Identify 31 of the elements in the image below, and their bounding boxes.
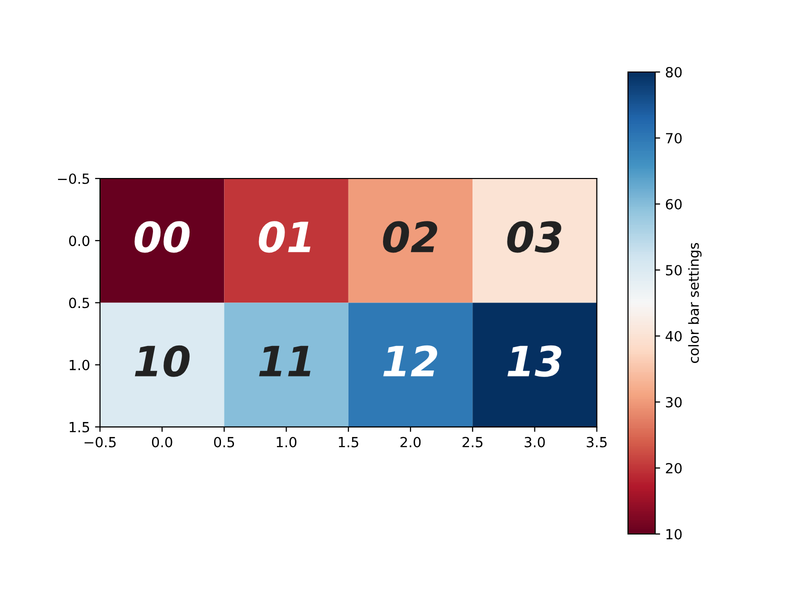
- color-bar-title: color bar settings: [688, 242, 702, 363]
- color-bar-label: 30: [666, 396, 682, 408]
- x-tick-label: 2.5: [462, 436, 482, 448]
- x-tick-label: 0.0: [152, 436, 172, 448]
- color-bar-label: 70: [666, 132, 682, 144]
- color-bar-label: 60: [666, 198, 682, 210]
- y-tick-label: 0.5: [69, 298, 90, 308]
- color-bar-label: 10: [666, 528, 682, 540]
- y-tick-label: 1.5: [70, 422, 90, 432]
- y-tick-label: 1.0: [70, 360, 90, 370]
- y-tick-label: 0.0: [69, 236, 90, 246]
- annotation: 12: [383, 345, 438, 376]
- x-tick-label: 3.5: [586, 436, 607, 448]
- annotation: 02: [383, 221, 438, 253]
- annotation: 13: [508, 345, 562, 377]
- color-bar-label: 20: [666, 462, 682, 474]
- annotation: 01: [258, 221, 310, 253]
- color-bar-label: 50: [666, 264, 682, 276]
- annotation: 11: [259, 346, 310, 376]
- x-tick-label: 0.5: [214, 436, 234, 448]
- x-tick-label: 1.0: [276, 436, 296, 448]
- color-bar-label: 40: [666, 330, 682, 342]
- x-tick-label: 3.0: [524, 436, 545, 448]
- y-tick-label: −0.5: [58, 173, 90, 184]
- x-tick-label: −0.5: [84, 436, 116, 448]
- x-tick-label: 1.5: [338, 437, 358, 448]
- annotation: 00: [134, 221, 190, 253]
- annotation: 03: [507, 221, 562, 253]
- x-tick-label: 2.0: [400, 436, 421, 448]
- annotation: 10: [134, 345, 190, 377]
- color-bar-label: 80: [666, 66, 682, 78]
